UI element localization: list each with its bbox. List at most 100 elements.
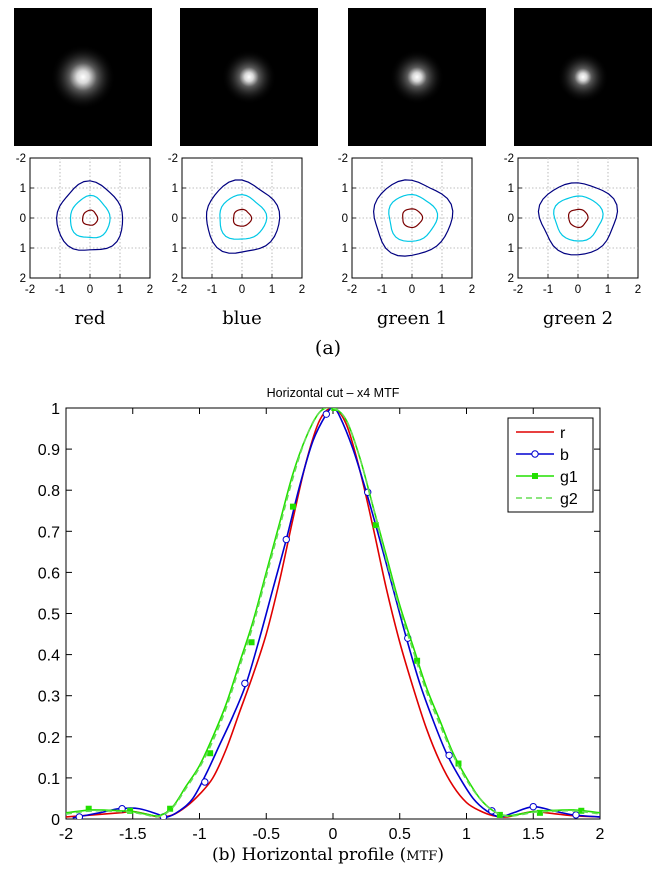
- series-marker-b: [75, 813, 84, 819]
- legend-marker-g1: [532, 473, 538, 479]
- contour-ytick-label: 1: [20, 183, 26, 195]
- legend-label-g1: g1: [560, 469, 578, 486]
- psf-subplot-3: -2 -2 -1 1 0 0 1 1 2 2 green 1: [338, 8, 486, 329]
- contour-xtick-label: -2: [177, 284, 187, 296]
- series-marker-g1: [331, 408, 338, 411]
- contour-ytick-label: -2: [504, 153, 514, 165]
- series-marker-b: [322, 410, 331, 418]
- psf-spot: [389, 49, 445, 105]
- contour-line-2: [553, 195, 604, 242]
- x-tick-label: 1.5: [522, 826, 544, 843]
- contour-ytick-label: 1: [172, 243, 178, 255]
- x-tick-label: -1.5: [119, 826, 147, 843]
- y-tick-label: 0.4: [38, 648, 60, 665]
- series-marker-g1: [536, 809, 543, 816]
- contour-ytick-label: -2: [168, 153, 178, 165]
- series-marker-g1: [455, 760, 462, 767]
- y-tick-label: 1: [51, 401, 60, 418]
- panel-b-caption-smallcaps: MTF: [406, 849, 437, 864]
- legend-label-r: r: [560, 425, 566, 442]
- series-marker-b: [445, 751, 453, 759]
- series-marker-b: [572, 811, 580, 819]
- contour-line-2: [69, 194, 111, 239]
- x-tick-label: -1: [192, 826, 206, 843]
- series-marker-g1: [414, 657, 421, 664]
- series-marker-g1: [578, 807, 585, 814]
- series-line-g2: [66, 408, 600, 818]
- series-marker-g1: [127, 807, 134, 814]
- series-marker-g1: [496, 811, 503, 818]
- series-marker-b: [529, 802, 537, 811]
- psf-spot: [557, 51, 609, 103]
- contour-ytick-label: 1: [508, 243, 514, 255]
- legend-box: [507, 417, 594, 513]
- contour-line-2: [219, 193, 268, 240]
- series-marker-g1: [289, 503, 296, 510]
- axis-ticks: -2 -1.5 -1 -0.5 0 0.5 1 1.5 2 0 0.1 0.2 0.3 0.4 0.5 0.6…: [38, 401, 605, 843]
- contour-xtick-label: 1: [605, 284, 611, 296]
- y-tick-label: 0.7: [38, 524, 60, 541]
- subplot-label: green 2: [543, 308, 613, 329]
- series-marker-b: [241, 679, 249, 688]
- contour-xtick-label: 2: [469, 284, 475, 296]
- psf-spot: [50, 44, 116, 110]
- contour-line-1: [568, 208, 589, 228]
- psf-subplot-4: -2 -2 -1 1 0 0 1 1 2 2 green 2: [504, 8, 652, 329]
- y-tick-label: 0.3: [38, 689, 60, 706]
- contour-line-3: [205, 179, 281, 254]
- panel-a-caption: (a): [315, 337, 341, 359]
- series-group: [66, 408, 600, 819]
- contour-line-3: [537, 182, 619, 256]
- contour-xtick-label: 2: [635, 284, 641, 296]
- panel-b-caption-suffix: ): [437, 845, 444, 865]
- series-marker-g1: [85, 805, 92, 812]
- contour-xtick-label: -1: [377, 284, 387, 296]
- contour-ytick-label: 1: [508, 183, 514, 195]
- chart-title: Horizontal cut – x4 MTF: [267, 386, 400, 400]
- contour-ytick-label: 0: [20, 213, 26, 225]
- contour-xtick-label: 1: [117, 284, 123, 296]
- contour-xtick-label: -2: [513, 284, 523, 296]
- psf-subplot-1: -2 -2 -1 1 0 0 1 1 2 2 red: [14, 8, 153, 329]
- panel-a: -2 -2 -1 1 0 0 1 1 2 2 red -2 -2 -1 1 0 0 1 1 2 2 blue -2 -2 -1 1…: [14, 8, 652, 329]
- legend-marker-b: [531, 450, 539, 458]
- contour-line-1: [82, 209, 99, 226]
- legend: rb g1 g2: [507, 417, 594, 513]
- x-tick-label: 0: [329, 826, 338, 843]
- contour-xtick-label: 2: [299, 284, 305, 296]
- subplot-label: red: [75, 308, 106, 329]
- x-tick-label: -0.5: [252, 826, 280, 843]
- contour-xtick-label: 0: [239, 284, 245, 296]
- contour-ytick-label: 2: [172, 273, 178, 285]
- contour-ytick-label: 1: [20, 243, 26, 255]
- legend-label-b: b: [560, 447, 569, 464]
- contour-xtick-label: -1: [543, 284, 553, 296]
- x-tick-label: 1: [462, 826, 471, 843]
- contour-xtick-label: -2: [347, 284, 357, 296]
- legend-label-g2: g2: [560, 491, 578, 508]
- contour-ytick-label: 0: [342, 213, 348, 225]
- series-marker-g1: [207, 750, 214, 757]
- series-line-b: [72, 408, 600, 819]
- y-tick-label: 0.1: [38, 771, 60, 788]
- contour-xtick-label: -1: [207, 284, 217, 296]
- contour-xtick-label: 0: [87, 284, 93, 296]
- contour-ytick-label: 0: [508, 213, 514, 225]
- y-tick-label: 0: [51, 812, 60, 829]
- contour-ytick-label: -2: [16, 153, 26, 165]
- contour-xtick-label: 2: [147, 284, 153, 296]
- contour-xtick-label: 1: [269, 284, 275, 296]
- x-tick-label: -2: [59, 826, 73, 843]
- contour-line-3: [372, 179, 454, 257]
- x-tick-label: 0.5: [389, 826, 411, 843]
- series-marker-b: [201, 778, 209, 786]
- panel-b-chart: Horizontal cut – x4 MTF -2 -1.5 -1 -0.5 0 0.5…: [38, 386, 605, 843]
- contour-line-1: [232, 208, 253, 227]
- subplot-label: green 1: [377, 308, 447, 329]
- contour-ytick-label: 0: [172, 213, 178, 225]
- series-marker-g1: [248, 639, 255, 646]
- series-marker-b: [282, 535, 290, 544]
- subplot-label: blue: [222, 308, 262, 329]
- contour-xtick-label: 0: [575, 284, 581, 296]
